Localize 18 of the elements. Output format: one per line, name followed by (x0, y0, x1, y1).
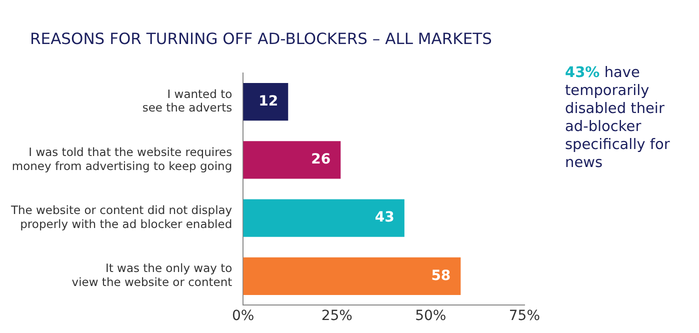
data-label: 58 (431, 268, 451, 284)
x-tick-label: 50% (415, 308, 446, 324)
bar (243, 199, 404, 237)
bar (243, 257, 461, 295)
chart-title: REASONS FOR TURNING OFF AD-BLOCKERS – ALL MARKETS (29, 29, 493, 50)
bar (243, 83, 288, 121)
y-tick-label: It was the only way to view the website or content (72, 261, 233, 290)
y-tick-label: The website or content did not display properly with the ad blocker enabled (10, 203, 232, 231)
data-label: 12 (258, 93, 278, 110)
text: 43% have temporarily disabled their ad-blocker specifically for news (565, 64, 671, 172)
x-tick-label: 75% (508, 308, 540, 324)
data-label: 26 (311, 152, 331, 168)
y-tick-label: I was told that the website requires money from advertising to keep going (12, 145, 232, 173)
x-tick-label: 25% (321, 308, 352, 324)
data-label: 43 (374, 210, 394, 226)
bar (243, 141, 341, 179)
x-tick-label: 0% (232, 308, 254, 324)
y-tick-label: I wanted to see the adverts (142, 86, 232, 115)
